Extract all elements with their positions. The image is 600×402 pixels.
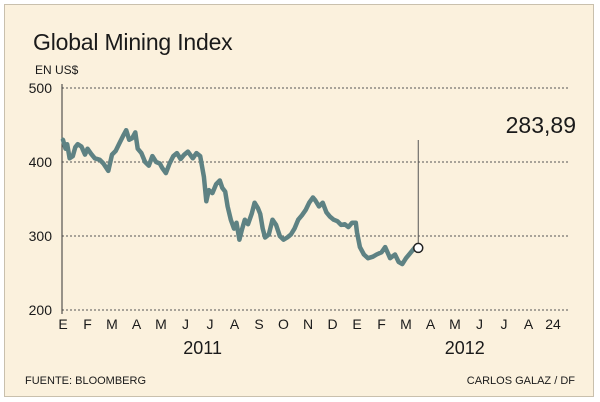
last-value-label: 283,89 <box>506 112 576 138</box>
y-tick-label: 500 <box>29 80 53 96</box>
x-tick-label: M <box>106 316 118 332</box>
x-tick-label: J <box>476 316 483 332</box>
credit-note: CARLOS GALAZ / DF <box>466 375 575 387</box>
x-tick-label: O <box>278 316 289 332</box>
x-tick-label: A <box>132 316 142 332</box>
x-tick-label: F <box>83 316 92 332</box>
chart-panel: Global Mining Index EN US$ FUENTE: BLOOM… <box>4 4 594 397</box>
y-tick-label: 200 <box>29 302 53 318</box>
chart-subtitle: EN US$ <box>35 63 79 77</box>
x-tick-label: E <box>352 316 361 332</box>
x-tick-label: M <box>449 316 461 332</box>
last-point-marker <box>413 242 424 254</box>
x-tick-label: J <box>182 316 189 332</box>
x-tick-label: A <box>426 316 436 332</box>
x-tick-label: 24 <box>545 316 561 332</box>
x-tick-label: J <box>501 316 508 332</box>
year-label: 2012 <box>445 338 485 358</box>
x-tick-label: A <box>230 316 240 332</box>
series-line <box>60 127 421 267</box>
y-tick-label: 300 <box>29 228 53 244</box>
x-tick-label: J <box>207 316 214 332</box>
x-tick-label: A <box>524 316 534 332</box>
x-tick-label: M <box>155 316 167 332</box>
x-tick-label: F <box>377 316 386 332</box>
x-tick-label: S <box>254 316 263 332</box>
x-tick-label: D <box>327 316 337 332</box>
x-tick-label: E <box>58 316 67 332</box>
year-label: 2011 <box>183 338 222 358</box>
chart-title: Global Mining Index <box>33 29 233 55</box>
y-tick-label: 400 <box>29 154 53 170</box>
x-tick-label: N <box>303 316 313 332</box>
x-tick-label: M <box>400 316 412 332</box>
source-note: FUENTE: BLOOMBERG <box>25 375 147 387</box>
